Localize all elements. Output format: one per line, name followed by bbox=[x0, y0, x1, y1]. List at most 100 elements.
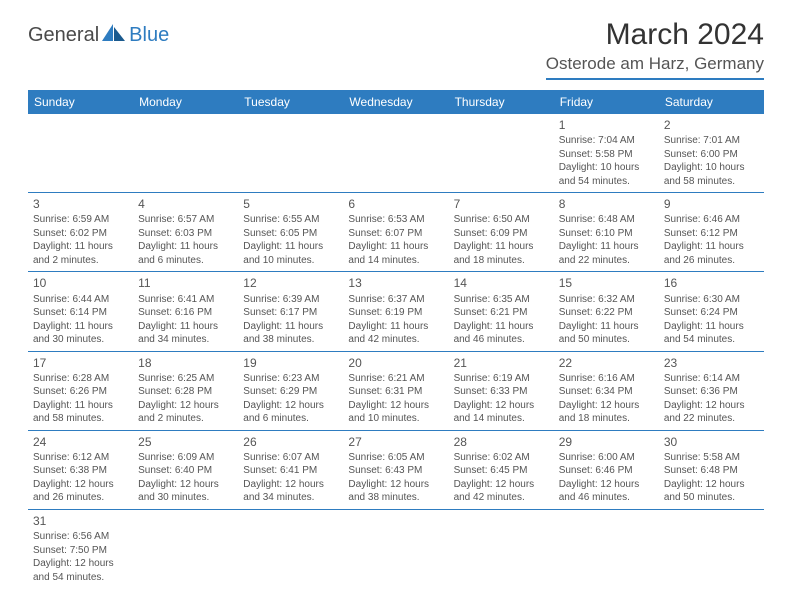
calendar-empty-cell bbox=[238, 114, 343, 193]
day-info-line: and 2 minutes. bbox=[138, 412, 233, 426]
day-info-line: Daylight: 11 hours bbox=[138, 240, 233, 254]
day-info-line: Sunrise: 6:41 AM bbox=[138, 293, 233, 307]
day-number: 8 bbox=[559, 196, 654, 212]
day-number: 23 bbox=[664, 355, 759, 371]
day-number: 10 bbox=[33, 275, 128, 291]
day-info-line: and 30 minutes. bbox=[138, 491, 233, 505]
day-info-line: Sunrise: 6:28 AM bbox=[33, 372, 128, 386]
day-info-line: Daylight: 11 hours bbox=[348, 320, 443, 334]
day-info-line: Daylight: 11 hours bbox=[664, 240, 759, 254]
day-info-line: and 42 minutes. bbox=[454, 491, 549, 505]
day-info-line: Daylight: 11 hours bbox=[454, 240, 549, 254]
calendar-day-cell: 1Sunrise: 7:04 AMSunset: 5:58 PMDaylight… bbox=[554, 114, 659, 193]
calendar-day-cell: 7Sunrise: 6:50 AMSunset: 6:09 PMDaylight… bbox=[449, 193, 554, 272]
day-info-line: and 38 minutes. bbox=[348, 491, 443, 505]
day-info-line: and 50 minutes. bbox=[664, 491, 759, 505]
day-info-line: Daylight: 11 hours bbox=[33, 240, 128, 254]
day-info-line: Sunrise: 6:09 AM bbox=[138, 451, 233, 465]
day-info-line: and 50 minutes. bbox=[559, 333, 654, 347]
day-info-line: Sunrise: 6:05 AM bbox=[348, 451, 443, 465]
calendar-empty-cell bbox=[554, 509, 659, 588]
day-number: 7 bbox=[454, 196, 549, 212]
day-info-line: Sunrise: 6:23 AM bbox=[243, 372, 338, 386]
day-info-line: Daylight: 12 hours bbox=[243, 478, 338, 492]
day-info-line: and 10 minutes. bbox=[243, 254, 338, 268]
calendar-day-cell: 29Sunrise: 6:00 AMSunset: 6:46 PMDayligh… bbox=[554, 430, 659, 509]
day-info-line: Sunset: 6:24 PM bbox=[664, 306, 759, 320]
calendar-day-cell: 11Sunrise: 6:41 AMSunset: 6:16 PMDayligh… bbox=[133, 272, 238, 351]
day-info-line: Daylight: 10 hours bbox=[559, 161, 654, 175]
day-info-line: and 26 minutes. bbox=[33, 491, 128, 505]
day-info-line: Sunrise: 6:57 AM bbox=[138, 213, 233, 227]
day-number: 3 bbox=[33, 196, 128, 212]
day-info-line: and 10 minutes. bbox=[348, 412, 443, 426]
day-info-line: Daylight: 11 hours bbox=[454, 320, 549, 334]
calendar-day-cell: 21Sunrise: 6:19 AMSunset: 6:33 PMDayligh… bbox=[449, 351, 554, 430]
day-number: 1 bbox=[559, 117, 654, 133]
day-info-line: Daylight: 11 hours bbox=[243, 320, 338, 334]
day-number: 2 bbox=[664, 117, 759, 133]
day-info-line: Sunrise: 6:35 AM bbox=[454, 293, 549, 307]
logo-text-general: General bbox=[28, 24, 99, 47]
day-info-line: Daylight: 12 hours bbox=[138, 399, 233, 413]
day-info-line: Sunset: 6:26 PM bbox=[33, 385, 128, 399]
day-info-line: Sunset: 6:16 PM bbox=[138, 306, 233, 320]
day-number: 18 bbox=[138, 355, 233, 371]
calendar-day-cell: 22Sunrise: 6:16 AMSunset: 6:34 PMDayligh… bbox=[554, 351, 659, 430]
calendar-empty-cell bbox=[659, 509, 764, 588]
calendar-empty-cell bbox=[238, 509, 343, 588]
day-number: 31 bbox=[33, 513, 128, 529]
day-info-line: Daylight: 12 hours bbox=[348, 478, 443, 492]
calendar-day-cell: 24Sunrise: 6:12 AMSunset: 6:38 PMDayligh… bbox=[28, 430, 133, 509]
day-number: 15 bbox=[559, 275, 654, 291]
day-number: 30 bbox=[664, 434, 759, 450]
day-number: 19 bbox=[243, 355, 338, 371]
day-info-line: and 34 minutes. bbox=[138, 333, 233, 347]
day-header: Saturday bbox=[659, 90, 764, 114]
day-info-line: Sunset: 6:07 PM bbox=[348, 227, 443, 241]
day-number: 28 bbox=[454, 434, 549, 450]
calendar-day-cell: 3Sunrise: 6:59 AMSunset: 6:02 PMDaylight… bbox=[28, 193, 133, 272]
day-number: 26 bbox=[243, 434, 338, 450]
calendar-page: General Blue March 2024 Osterode am Harz… bbox=[0, 0, 792, 606]
day-info-line: Sunrise: 6:46 AM bbox=[664, 213, 759, 227]
calendar-day-cell: 26Sunrise: 6:07 AMSunset: 6:41 PMDayligh… bbox=[238, 430, 343, 509]
day-info-line: Daylight: 11 hours bbox=[138, 320, 233, 334]
day-info-line: and 58 minutes. bbox=[33, 412, 128, 426]
day-info-line: Sunset: 6:40 PM bbox=[138, 464, 233, 478]
calendar-day-cell: 25Sunrise: 6:09 AMSunset: 6:40 PMDayligh… bbox=[133, 430, 238, 509]
day-info-line: Daylight: 12 hours bbox=[664, 478, 759, 492]
day-info-line: Sunset: 6:17 PM bbox=[243, 306, 338, 320]
day-info-line: Sunrise: 7:01 AM bbox=[664, 134, 759, 148]
day-info-line: Sunrise: 6:37 AM bbox=[348, 293, 443, 307]
calendar-day-cell: 5Sunrise: 6:55 AMSunset: 6:05 PMDaylight… bbox=[238, 193, 343, 272]
day-info-line: Sunrise: 6:39 AM bbox=[243, 293, 338, 307]
day-info-line: Sunset: 6:10 PM bbox=[559, 227, 654, 241]
day-info-line: Sunset: 6:38 PM bbox=[33, 464, 128, 478]
day-info-line: Sunrise: 6:25 AM bbox=[138, 372, 233, 386]
day-info-line: and 6 minutes. bbox=[138, 254, 233, 268]
calendar-week-row: 3Sunrise: 6:59 AMSunset: 6:02 PMDaylight… bbox=[28, 193, 764, 272]
day-info-line: and 14 minutes. bbox=[454, 412, 549, 426]
day-info-line: Sunset: 6:05 PM bbox=[243, 227, 338, 241]
day-info-line: and 6 minutes. bbox=[243, 412, 338, 426]
day-info-line: and 22 minutes. bbox=[664, 412, 759, 426]
calendar-day-cell: 12Sunrise: 6:39 AMSunset: 6:17 PMDayligh… bbox=[238, 272, 343, 351]
day-info-line: Daylight: 12 hours bbox=[33, 557, 128, 571]
calendar-day-cell: 8Sunrise: 6:48 AMSunset: 6:10 PMDaylight… bbox=[554, 193, 659, 272]
day-info-line: Daylight: 11 hours bbox=[33, 320, 128, 334]
day-info-line: Daylight: 11 hours bbox=[559, 320, 654, 334]
day-info-line: Sunset: 6:02 PM bbox=[33, 227, 128, 241]
day-info-line: Sunset: 6:34 PM bbox=[559, 385, 654, 399]
day-number: 20 bbox=[348, 355, 443, 371]
calendar-empty-cell bbox=[343, 509, 448, 588]
calendar-day-cell: 9Sunrise: 6:46 AMSunset: 6:12 PMDaylight… bbox=[659, 193, 764, 272]
page-header: General Blue March 2024 Osterode am Harz… bbox=[28, 18, 764, 80]
day-info-line: and 30 minutes. bbox=[33, 333, 128, 347]
day-info-line: Daylight: 12 hours bbox=[33, 478, 128, 492]
day-info-line: Sunrise: 6:44 AM bbox=[33, 293, 128, 307]
day-info-line: Sunrise: 6:19 AM bbox=[454, 372, 549, 386]
day-info-line: and 22 minutes. bbox=[559, 254, 654, 268]
day-info-line: Sunrise: 5:58 AM bbox=[664, 451, 759, 465]
day-info-line: Sunset: 6:46 PM bbox=[559, 464, 654, 478]
